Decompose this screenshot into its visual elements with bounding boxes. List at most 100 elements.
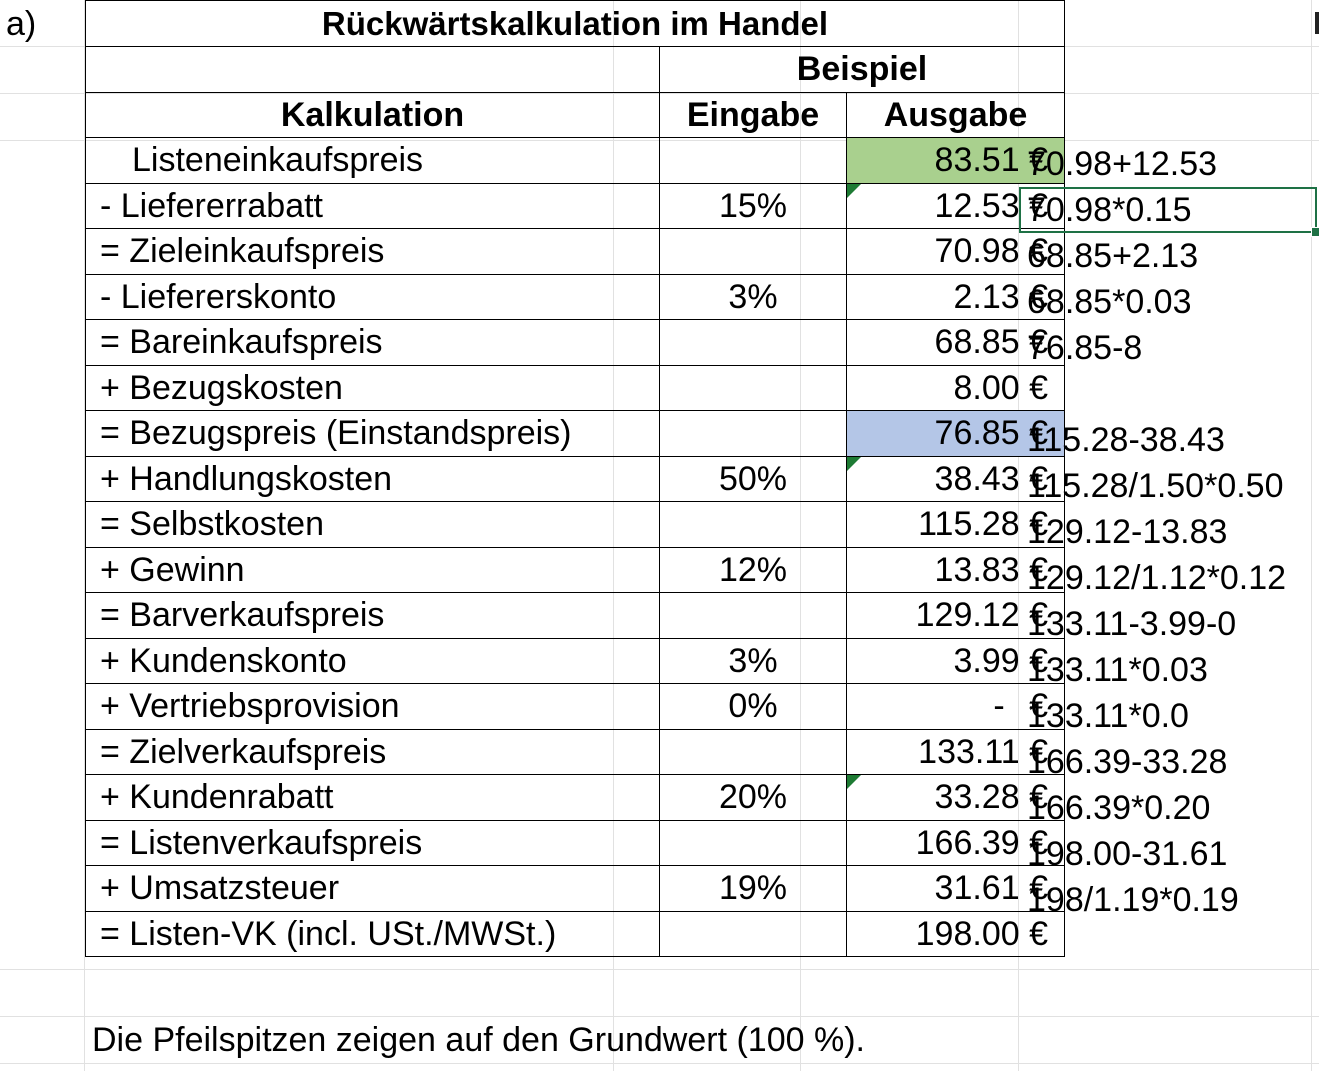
formula-cell[interactable]: 166.39*0.20 — [1019, 785, 1317, 831]
fill-handle[interactable] — [1311, 227, 1319, 237]
row-input-cell[interactable] — [659, 410, 847, 457]
row-label-cell[interactable]: + Bezugskosten — [85, 364, 660, 411]
formula-cell[interactable]: 198.00-31.61 — [1019, 831, 1317, 877]
row-label-cell[interactable]: = Barverkaufspreis — [85, 592, 660, 639]
col-header-eingabe[interactable]: Eingabe — [659, 91, 847, 138]
table-row: = Listenverkaufspreis 166.39 € — [85, 819, 1065, 866]
row-input-cell[interactable] — [659, 501, 847, 548]
formula-text: 133.11*0.03 — [1027, 651, 1208, 689]
table-row: + Gewinn 12% 13.83 € — [85, 546, 1065, 593]
formula-cell[interactable]: 133.11*0.0 — [1019, 693, 1317, 739]
row-output-cell[interactable]: 2.13 € — [846, 273, 1065, 320]
row-output-cell[interactable]: 129.12 € — [846, 592, 1065, 639]
formula-text: 166.39*0.20 — [1027, 789, 1211, 827]
currency-unit: € — [1029, 687, 1048, 726]
formula-text: 129.12/1.12*0.12 — [1027, 559, 1287, 597]
row-output-cell[interactable]: 68.85 € — [846, 319, 1065, 366]
row-output-cell[interactable]: 33.28 € — [846, 774, 1065, 821]
calculation-table: Rückwärtskalkulation im Handel Beispiel … — [85, 0, 1065, 957]
table-row: Listeneinkaufspreis 83.51 € — [85, 137, 1065, 184]
row-label-cell[interactable]: = Zielverkaufspreis — [85, 728, 660, 775]
row-label-cell[interactable]: = Selbstkosten — [85, 501, 660, 548]
col-header-ausgabe[interactable]: Ausgabe — [846, 91, 1065, 138]
formula-cell[interactable]: 68.85*0.03 — [1019, 279, 1317, 325]
row-input-cell[interactable]: 0% — [659, 683, 847, 730]
sheet-title[interactable]: Rückwärtskalkulation im Handel — [85, 0, 1065, 47]
formula-text: 133.11-3.99-0 — [1027, 605, 1237, 643]
formula-text: 70.98+12.53 — [1027, 145, 1218, 183]
row-input-cell[interactable] — [659, 364, 847, 411]
row-output-cell[interactable]: 12.53 € — [846, 182, 1065, 229]
formula-cell[interactable]: 198/1.19*0.19 — [1019, 877, 1317, 923]
row-output-cell[interactable]: - € — [846, 683, 1065, 730]
row-input-cell[interactable] — [659, 319, 847, 366]
row-input-cell[interactable]: 3% — [659, 273, 847, 320]
row-output-cell[interactable]: 83.51 € — [846, 137, 1065, 184]
row-label-cell[interactable]: + Handlungskosten — [85, 455, 660, 502]
row-label-cell[interactable]: = Listenverkaufspreis — [85, 819, 660, 866]
row-label-cell[interactable]: + Umsatzsteuer — [85, 865, 660, 912]
row-output-cell[interactable]: 38.43 € — [846, 455, 1065, 502]
formula-cell[interactable]: 129.12-13.83 — [1019, 509, 1317, 555]
row-input-cell[interactable] — [659, 137, 847, 184]
row-input-cell[interactable] — [659, 228, 847, 275]
formula-cell[interactable] — [1019, 371, 1317, 417]
cut-off-cell-mark — [1315, 12, 1319, 34]
row-output-cell[interactable]: 31.61 € — [846, 865, 1065, 912]
row-label-cell[interactable]: = Bezugspreis (Einstandspreis) — [85, 410, 660, 457]
table-row: + Kundenrabatt 20% 33.28 € — [85, 774, 1065, 821]
formula-cell[interactable]: 76.85-8 — [1019, 325, 1317, 371]
row-input-cell[interactable]: 19% — [659, 865, 847, 912]
row-output-cell[interactable]: 70.98 € — [846, 228, 1065, 275]
row-input-cell[interactable]: 20% — [659, 774, 847, 821]
row-input-cell[interactable]: 50% — [659, 455, 847, 502]
row-label-cell[interactable]: Listeneinkaufspreis — [85, 137, 660, 184]
row-input-cell[interactable]: 15% — [659, 182, 847, 229]
footnote: Die Pfeilspitzen zeigen auf den Grundwer… — [92, 1021, 865, 1059]
row-output-cell[interactable]: 3.99 € — [846, 637, 1065, 684]
table-row: + Handlungskosten 50% 38.43 € — [85, 455, 1065, 502]
formula-cell[interactable]: 70.98+12.53 — [1019, 141, 1317, 187]
row-label-cell[interactable]: - Liefererrabatt — [85, 182, 660, 229]
row-output-cell[interactable]: 76.85 € — [846, 410, 1065, 457]
row-output-cell[interactable]: 166.39 € — [846, 819, 1065, 866]
formula-text: 166.39-33.28 — [1027, 743, 1228, 781]
row-label-cell[interactable]: - Liefererskonto — [85, 273, 660, 320]
empty-header-cell[interactable] — [85, 46, 660, 93]
row-label-cell[interactable]: = Bareinkaufspreis — [85, 319, 660, 366]
group-header[interactable]: Beispiel — [659, 46, 1065, 93]
formula-cell-selected[interactable]: 70.98*0.15 — [1019, 187, 1319, 237]
row-label-cell[interactable]: + Kundenrabatt — [85, 774, 660, 821]
row-output-cell[interactable]: 198.00 € — [846, 910, 1065, 957]
row-input-cell[interactable]: 3% — [659, 637, 847, 684]
row-input-cell[interactable] — [659, 819, 847, 866]
row-output-cell[interactable]: 13.83 € — [846, 546, 1065, 593]
table-row: = Listen-VK (incl. USt./MWSt.) 198.00 € — [85, 910, 1065, 957]
formula-column: 70.98+12.53 70.98*0.15 68.85+2.13 68.85*0.0… — [1019, 141, 1319, 969]
formula-text: 68.85*0.03 — [1027, 283, 1192, 321]
table-row: = Bareinkaufspreis 68.85 € — [85, 319, 1065, 366]
row-label-cell[interactable]: + Gewinn — [85, 546, 660, 593]
formula-text: 115.28/1.50*0.50 — [1027, 467, 1284, 505]
row-label-cell[interactable]: = Zieleinkaufspreis — [85, 228, 660, 275]
table-row: = Selbstkosten 115.28 € — [85, 501, 1065, 548]
row-label-cell[interactable]: + Kundenskonto — [85, 637, 660, 684]
formula-cell[interactable] — [1019, 923, 1317, 969]
table-row: + Bezugskosten 8.00 € — [85, 364, 1065, 411]
row-input-cell[interactable]: 12% — [659, 546, 847, 593]
row-input-cell[interactable] — [659, 592, 847, 639]
formula-cell[interactable]: 166.39-33.28 — [1019, 739, 1317, 785]
row-label-cell[interactable]: + Vertriebsprovision — [85, 683, 660, 730]
formula-cell[interactable]: 115.28-38.43 — [1019, 417, 1317, 463]
formula-cell[interactable]: 68.85+2.13 — [1019, 233, 1317, 279]
table-row: - Liefererskonto 3% 2.13 € — [85, 273, 1065, 320]
formula-cell[interactable]: 129.12/1.12*0.12 — [1019, 555, 1317, 601]
col-header-kalkulation[interactable]: Kalkulation — [85, 91, 660, 138]
formula-cell[interactable]: 115.28/1.50*0.50 — [1019, 463, 1317, 509]
row-input-cell[interactable] — [659, 910, 847, 957]
row-label-cell[interactable]: = Listen-VK (incl. USt./MWSt.) — [85, 910, 660, 957]
formula-cell[interactable]: 133.11-3.99-0 — [1019, 601, 1317, 647]
row-input-cell[interactable] — [659, 728, 847, 775]
row-output-cell[interactable]: 8.00 € — [846, 364, 1065, 411]
formula-cell[interactable]: 133.11*0.03 — [1019, 647, 1317, 693]
